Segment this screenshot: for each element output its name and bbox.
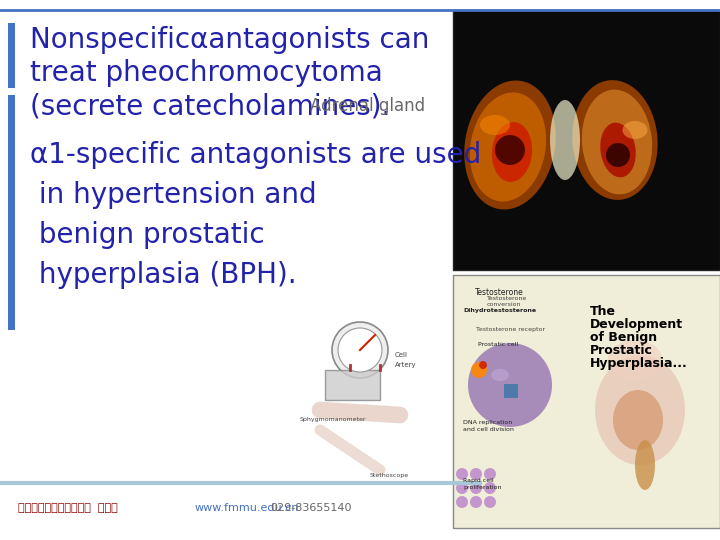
Ellipse shape — [582, 90, 652, 194]
Text: Artery: Artery — [395, 362, 417, 368]
Text: The: The — [590, 305, 616, 318]
Circle shape — [456, 496, 468, 508]
Text: Development: Development — [590, 318, 683, 331]
Circle shape — [456, 468, 468, 480]
Bar — [8, 23, 15, 88]
Ellipse shape — [595, 355, 685, 465]
Ellipse shape — [613, 390, 663, 450]
Text: and cell division: and cell division — [463, 427, 514, 432]
Text: hyperplasia (BPH).: hyperplasia (BPH). — [30, 261, 297, 289]
Text: 029-83655140: 029-83655140 — [270, 503, 351, 513]
Ellipse shape — [608, 340, 662, 380]
Ellipse shape — [550, 100, 580, 180]
Text: treat pheochromocytoma: treat pheochromocytoma — [30, 59, 383, 87]
Circle shape — [468, 343, 552, 427]
Bar — [8, 95, 15, 330]
Ellipse shape — [623, 121, 647, 139]
Circle shape — [470, 482, 482, 494]
Circle shape — [484, 496, 496, 508]
Bar — [504, 384, 518, 398]
Text: Prostatic cell: Prostatic cell — [478, 342, 518, 347]
Text: Sphygmomanometer: Sphygmomanometer — [300, 417, 366, 422]
Text: Dihydrotestosterone: Dihydrotestosterone — [463, 308, 536, 313]
Circle shape — [484, 468, 496, 480]
Circle shape — [332, 322, 388, 378]
Text: Adrenal gland: Adrenal gland — [310, 97, 425, 115]
Text: in hypertension and: in hypertension and — [30, 181, 317, 209]
Circle shape — [456, 482, 468, 494]
Text: Hyperplasia...: Hyperplasia... — [590, 357, 688, 370]
Text: Stethoscope: Stethoscope — [370, 472, 409, 477]
Text: benign prostatic: benign prostatic — [30, 221, 265, 249]
Text: of Benign: of Benign — [590, 331, 657, 344]
Ellipse shape — [572, 80, 657, 200]
Text: 西安交大医学院药理学系  贵开农: 西安交大医学院药理学系 贵开农 — [18, 503, 118, 513]
Ellipse shape — [491, 369, 509, 381]
Circle shape — [495, 135, 525, 165]
Ellipse shape — [635, 440, 655, 490]
Circle shape — [479, 361, 487, 369]
Text: Nonspecificαantagonists can: Nonspecificαantagonists can — [30, 26, 429, 54]
Circle shape — [470, 496, 482, 508]
Text: Cell: Cell — [395, 352, 408, 358]
Circle shape — [606, 143, 630, 167]
Bar — [453, 10, 720, 270]
Ellipse shape — [492, 122, 532, 182]
Text: www.fmmu.edu.cn: www.fmmu.edu.cn — [195, 503, 300, 513]
Ellipse shape — [480, 115, 510, 135]
Bar — [453, 275, 720, 528]
Ellipse shape — [464, 80, 556, 210]
Circle shape — [470, 468, 482, 480]
Ellipse shape — [470, 92, 546, 201]
Text: Testosterone: Testosterone — [487, 296, 527, 301]
Circle shape — [338, 328, 382, 372]
Circle shape — [471, 362, 487, 378]
Text: Prostatic: Prostatic — [590, 344, 653, 357]
Text: Rapid cell: Rapid cell — [463, 478, 494, 483]
Text: Testosterone receptor: Testosterone receptor — [476, 327, 545, 332]
Text: DNA replication: DNA replication — [463, 420, 512, 425]
Bar — [325, 370, 380, 400]
Text: Testosterone: Testosterone — [475, 288, 523, 297]
Text: (secrete catecholamines).: (secrete catecholamines). — [30, 92, 390, 120]
Text: proliferation: proliferation — [463, 485, 502, 490]
Ellipse shape — [600, 123, 636, 177]
Circle shape — [484, 482, 496, 494]
Text: conversion: conversion — [487, 302, 521, 307]
Text: α1-specific antagonists are used: α1-specific antagonists are used — [30, 141, 481, 169]
